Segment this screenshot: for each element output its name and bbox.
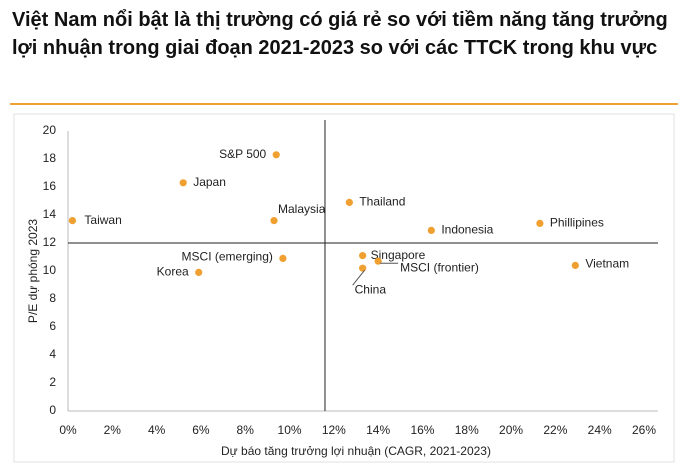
- point-label: China: [355, 282, 387, 296]
- point-label: Japan: [193, 175, 226, 189]
- x-tick-label: 8%: [237, 423, 255, 437]
- title-rule: [10, 103, 678, 105]
- point: [68, 217, 77, 225]
- point-label: Vietnam: [585, 257, 629, 271]
- point-label: MSCI (frontier): [400, 260, 479, 274]
- point-label: S&P 500: [219, 147, 266, 161]
- x-tick-label: 24%: [588, 423, 612, 437]
- point: [359, 264, 367, 272]
- point: [345, 198, 353, 206]
- chart-title: Việt Nam nổi bật là thị trường có giá rẻ…: [12, 9, 668, 59]
- point-label: Taiwan: [84, 213, 121, 227]
- y-tick-label: 0: [49, 403, 56, 417]
- x-tick-label: 4%: [148, 423, 166, 437]
- point-label: Indonesia: [441, 223, 493, 237]
- x-tick-label: 16%: [410, 423, 434, 437]
- y-tick-label: 6: [49, 319, 56, 333]
- point: [272, 151, 280, 159]
- y-tick-label: 20: [43, 123, 57, 137]
- y-tick-label: 10: [43, 263, 57, 277]
- leader-line: [352, 269, 366, 286]
- y-tick-label: 14: [43, 207, 57, 221]
- point: [359, 252, 367, 260]
- point-label: Phillipines: [550, 216, 604, 230]
- point: [195, 268, 203, 276]
- point: [270, 217, 278, 225]
- point-label: Malaysia: [278, 202, 326, 216]
- x-tick-label: 26%: [632, 423, 656, 437]
- point-label: Singapore: [371, 248, 426, 262]
- point: [279, 254, 287, 262]
- y-tick-label: 16: [43, 179, 57, 193]
- point-label: MSCI (emerging): [182, 250, 273, 264]
- x-axis-title: Dự báo tăng trưởng lợi nhuận (CAGR, 2021…: [221, 444, 491, 458]
- y-tick-label: 12: [43, 235, 57, 249]
- x-tick-label: 10%: [278, 423, 302, 437]
- point: [179, 179, 187, 187]
- point-label: Thailand: [359, 195, 405, 209]
- y-tick-label: 4: [49, 347, 56, 361]
- x-tick-label: 0%: [59, 423, 77, 437]
- x-tick-label: 12%: [322, 423, 346, 437]
- y-tick-label: 8: [49, 291, 56, 305]
- point-label: Korea: [157, 265, 189, 279]
- point: [374, 257, 382, 265]
- point: [427, 226, 435, 234]
- x-tick-label: 18%: [455, 423, 479, 437]
- x-tick-label: 6%: [192, 423, 210, 437]
- x-tick-label: 2%: [104, 423, 122, 437]
- x-tick-label: 14%: [366, 423, 390, 437]
- x-tick-label: 20%: [499, 423, 523, 437]
- x-tick-label: 22%: [543, 423, 567, 437]
- y-tick-label: 2: [49, 375, 56, 389]
- y-axis-title: P/E dự phóng 2023: [26, 219, 40, 323]
- point: [536, 219, 544, 227]
- y-tick-label: 18: [43, 151, 57, 165]
- point: [571, 261, 579, 269]
- plot-frame: [13, 113, 675, 463]
